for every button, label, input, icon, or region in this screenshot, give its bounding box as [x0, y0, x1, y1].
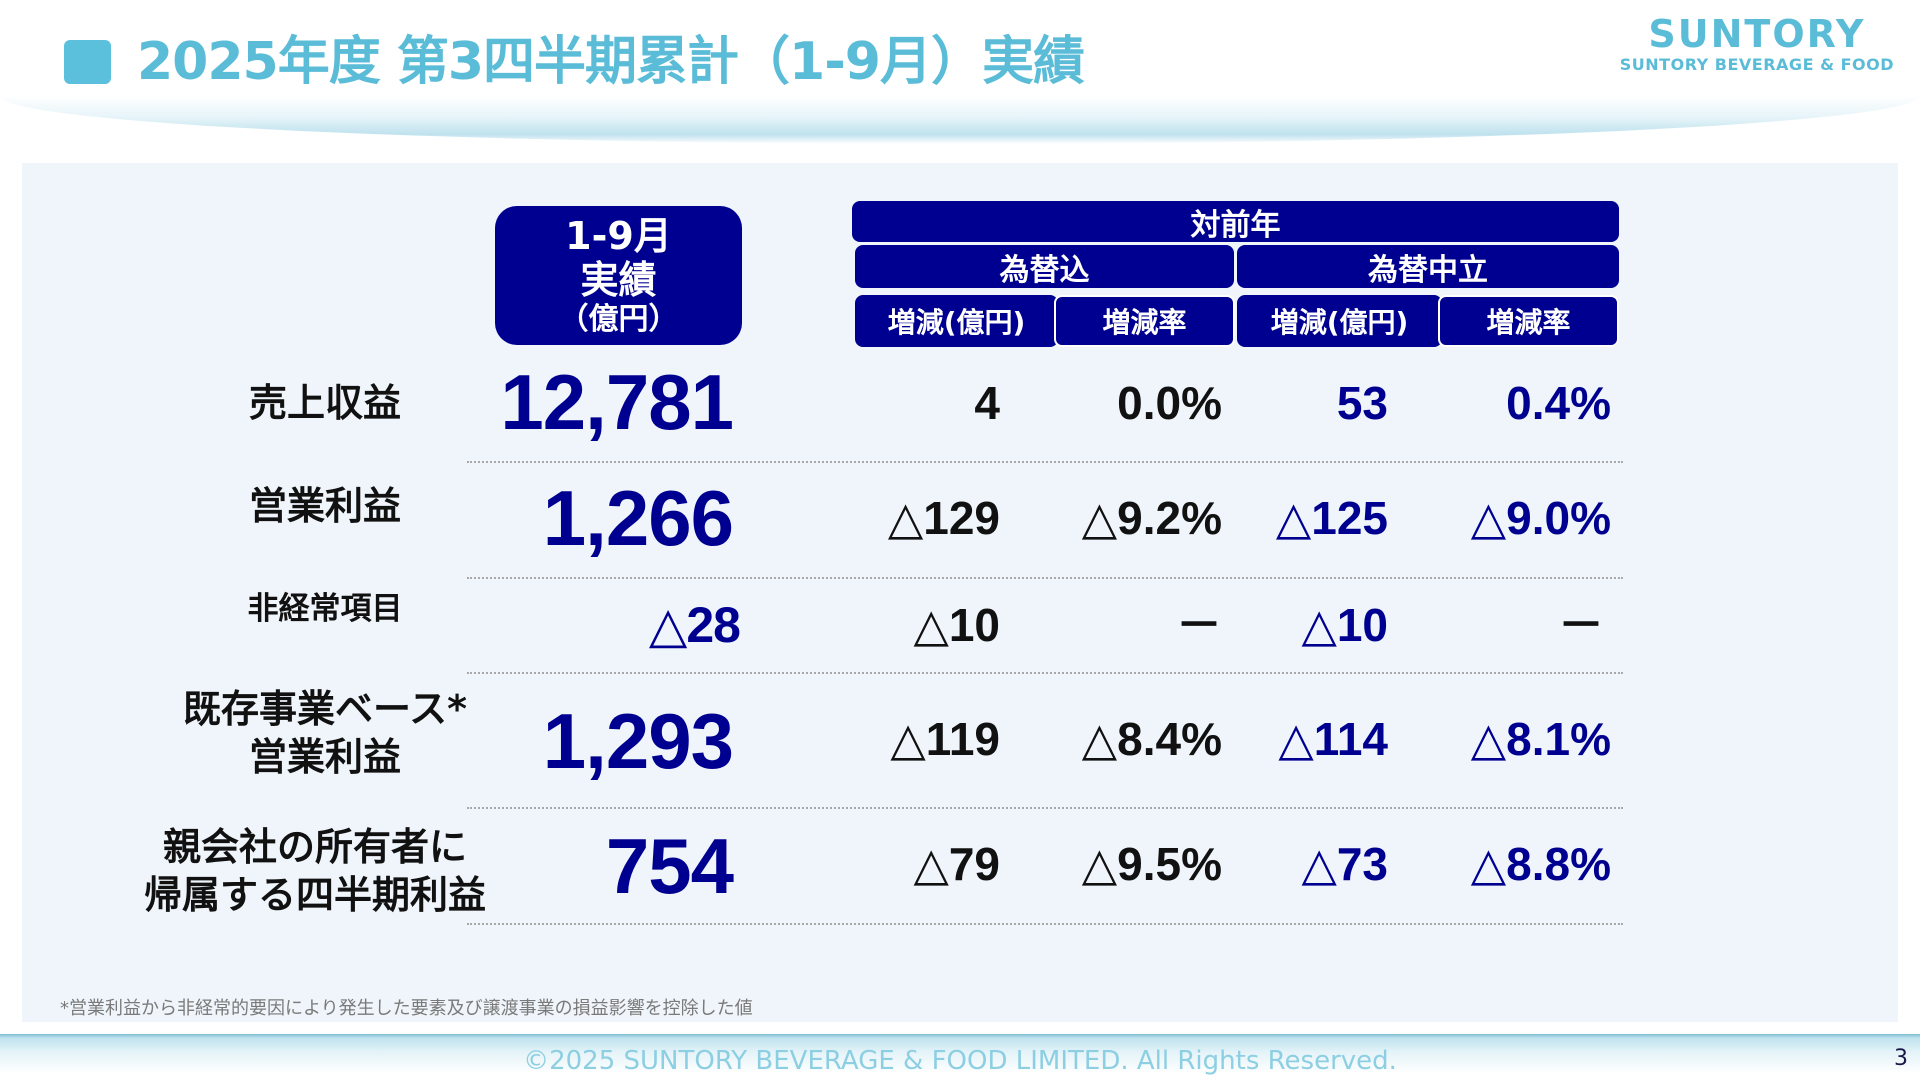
- value-core-operating-income-fx-in-change: △119: [890, 713, 1000, 765]
- row-divider: [467, 461, 1623, 463]
- row-label-core-operating-income: 既存事業ベース* 営業利益: [160, 685, 490, 781]
- header-fx-in-rate: 増減率: [1054, 295, 1235, 347]
- row-label-non-recurring-items: 非経常項目: [247, 591, 403, 627]
- header-actual-label: 実績: [580, 257, 657, 302]
- value-non-recurring-fx-in-rate: －: [1176, 599, 1222, 651]
- value-net-income-fx-neutral-rate: △8.8%: [1470, 838, 1611, 890]
- row-divider: [467, 923, 1623, 925]
- value-net-income-fx-neutral-change: △73: [1301, 838, 1388, 890]
- row-label-line: 帰属する四半期利益: [143, 873, 486, 917]
- page-title: 2025年度 第3四半期累計（1-9月）実績: [137, 32, 1085, 92]
- logo-wordmark: SUNTORY: [1648, 12, 1866, 56]
- value-revenue-fx-in-rate: 0.0%: [1117, 377, 1222, 429]
- value-net-income-fx-in-rate: △9.5%: [1081, 838, 1222, 890]
- value-operating-income-fx-in-change: △129: [887, 492, 1000, 544]
- value-operating-income-fx-in-rate: △9.2%: [1081, 492, 1222, 544]
- value-core-operating-income-fx-neutral-rate: △8.1%: [1470, 713, 1611, 765]
- header-fx-neutral-change: 増減(億円): [1237, 295, 1442, 347]
- header-actual-jan-sep: 1-9月 実績 （億円）: [495, 206, 742, 345]
- slide-header: 2025年度 第3四半期累計（1-9月）実績 SUNTORY SUNTORY B…: [0, 0, 1920, 150]
- value-core-operating-income-fx-in-rate: △8.4%: [1081, 713, 1222, 765]
- header-yoy: 対前年: [852, 201, 1619, 243]
- value-non-recurring-fx-neutral-rate: －: [1558, 599, 1604, 651]
- value-operating-income-actual: 1,266: [542, 474, 734, 562]
- logo-subtitle: SUNTORY BEVERAGE & FOOD: [1619, 55, 1894, 74]
- value-revenue-fx-neutral-rate: 0.4%: [1506, 377, 1611, 429]
- row-divider: [467, 577, 1623, 579]
- value-net-income-fx-in-change: △79: [913, 838, 1000, 890]
- value-revenue-fx-in-change: 4: [974, 377, 1000, 429]
- row-label-net-income-attributable: 親会社の所有者に 帰属する四半期利益: [120, 823, 510, 919]
- header-wave-decoration: [0, 96, 1920, 144]
- row-label-line: 営業利益: [248, 735, 401, 779]
- value-revenue-fx-neutral-change: 53: [1336, 377, 1388, 429]
- row-label-line: 親会社の所有者に: [162, 825, 467, 869]
- value-revenue-actual: 12,781: [500, 358, 734, 446]
- value-operating-income-fx-neutral-rate: △9.0%: [1470, 492, 1611, 544]
- footer-band: [0, 1034, 1920, 1080]
- value-operating-income-fx-neutral-change: △125: [1275, 492, 1388, 544]
- footnote: *営業利益から非経常的要因により発生した要素及び譲渡事業の損益影響を控除した値: [60, 998, 753, 1019]
- header-actual-period: 1-9月: [565, 213, 672, 258]
- value-non-recurring-fx-in-change: △10: [913, 599, 1000, 651]
- header-fx-neutral-rate: 増減率: [1438, 295, 1619, 347]
- title-bullet-icon: [64, 40, 111, 84]
- value-net-income-actual: 754: [605, 822, 734, 910]
- header-group-fx-neutral: 為替中立: [1237, 245, 1619, 288]
- row-divider: [467, 672, 1623, 674]
- value-non-recurring-fx-neutral-change: △10: [1301, 599, 1388, 651]
- value-non-recurring-actual: △28: [648, 597, 741, 653]
- row-divider: [467, 807, 1623, 809]
- header-group-fx-included: 為替込: [855, 245, 1234, 288]
- suntory-logo: SUNTORY SUNTORY BEVERAGE & FOOD: [1620, 14, 1894, 76]
- header-actual-unit: （億円）: [558, 301, 679, 337]
- row-label-line: 既存事業ベース*: [183, 687, 467, 731]
- header-fx-in-change: 増減(億円): [855, 295, 1058, 347]
- copyright-notice: ©2025 SUNTORY BEVERAGE & FOOD LIMITED. A…: [523, 1046, 1397, 1076]
- page-number: 3: [1894, 1046, 1908, 1071]
- row-label-revenue: 売上収益: [248, 381, 401, 425]
- value-core-operating-income-fx-neutral-change: △114: [1278, 713, 1388, 765]
- row-label-operating-income: 営業利益: [248, 484, 401, 528]
- value-core-operating-income-actual: 1,293: [542, 697, 734, 785]
